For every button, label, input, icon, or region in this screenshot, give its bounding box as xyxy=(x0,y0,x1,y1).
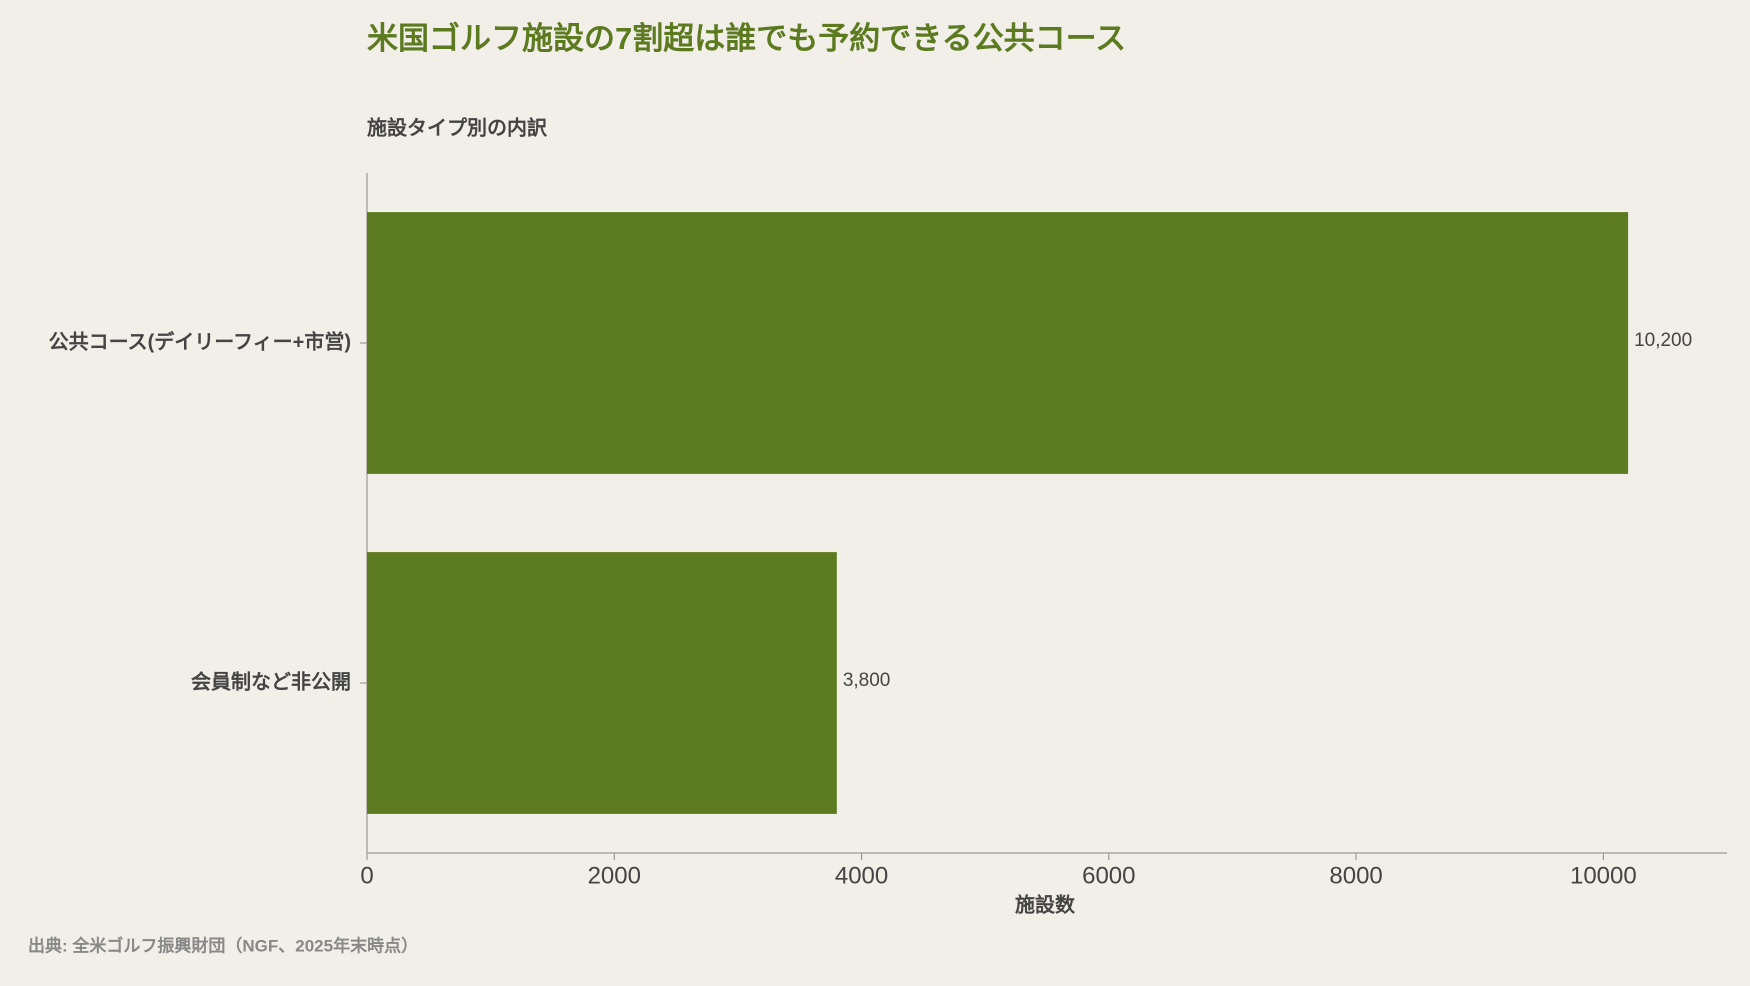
x-tick-label: 8000 xyxy=(1329,862,1382,889)
value-label: 10,200 xyxy=(1634,330,1692,351)
y-tick-label: 公共コース(デイリーフィー+市営) xyxy=(49,329,351,353)
y-tick-label: 会員制など非公開 xyxy=(191,669,351,693)
x-tick-label: 6000 xyxy=(1082,862,1135,889)
bar xyxy=(367,552,837,814)
x-tick-label: 10000 xyxy=(1570,862,1637,889)
source: 出典: 全米ゴルフ振興財団（NGF、2025年末時点） xyxy=(28,935,418,955)
x-tick-label: 4000 xyxy=(835,862,888,889)
value-label: 3,800 xyxy=(843,670,891,691)
bar xyxy=(367,212,1629,474)
chart-subtitle: 施設タイプ別の内訳 xyxy=(367,115,548,139)
chart-title: 米国ゴルフ施設の7割超は誰でも予約できる公共コース xyxy=(367,21,1126,56)
x-tick-label: 2000 xyxy=(588,862,641,889)
x-axis-label: 施設数 xyxy=(1015,892,1076,916)
x-tick-label: 0 xyxy=(360,862,373,889)
